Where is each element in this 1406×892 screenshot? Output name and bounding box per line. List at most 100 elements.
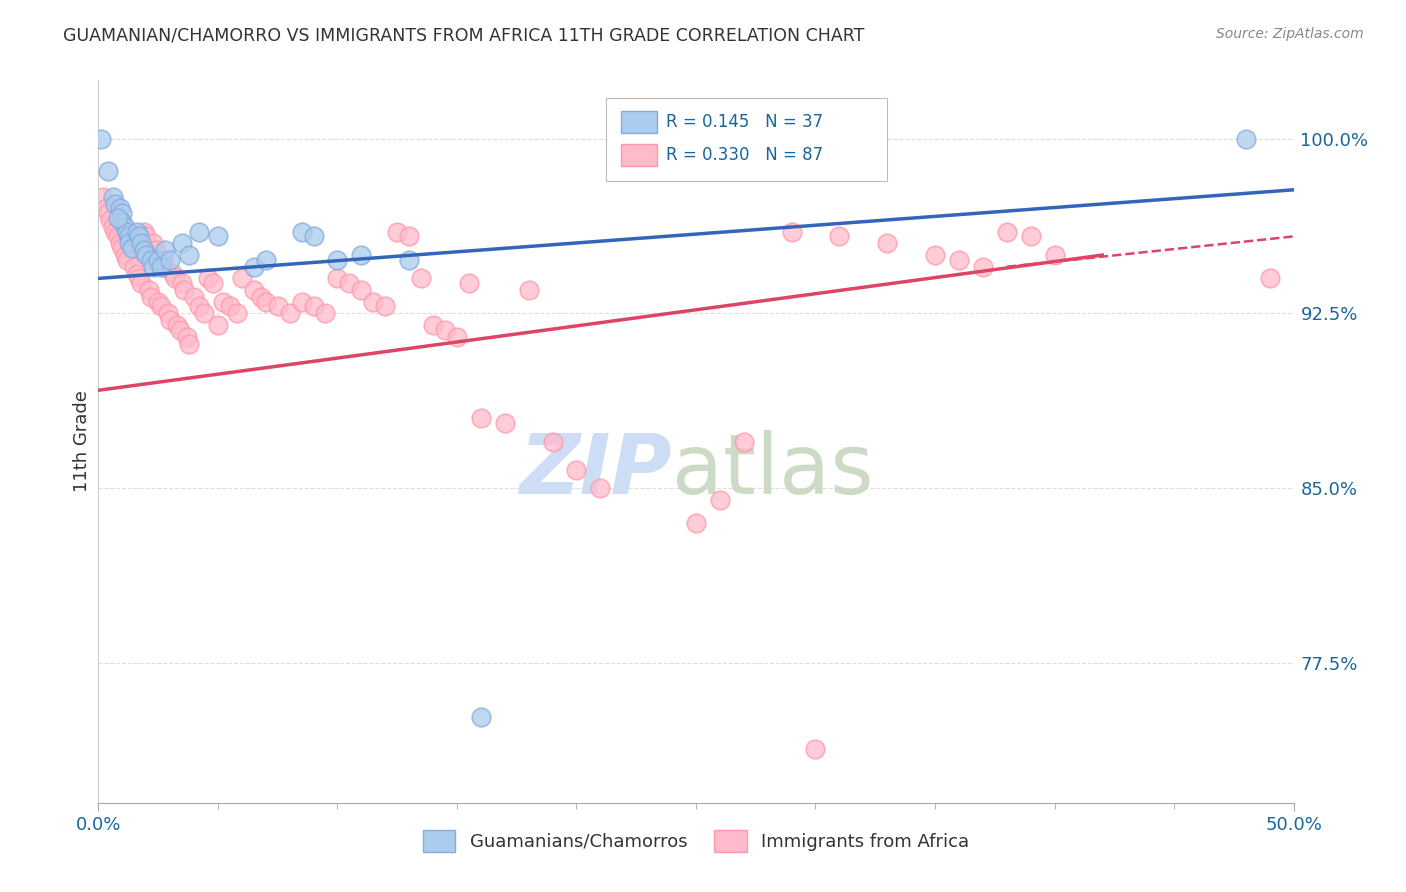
Point <box>197 271 219 285</box>
Point <box>291 225 314 239</box>
Point <box>155 244 177 258</box>
Point <box>111 206 134 220</box>
Point <box>250 290 273 304</box>
Point <box>108 236 131 251</box>
Point <box>219 299 242 313</box>
Point <box>243 283 266 297</box>
Point <box>118 229 141 244</box>
Point <box>326 252 349 267</box>
Point <box>169 323 191 337</box>
Point <box>156 306 179 320</box>
Point <box>876 236 898 251</box>
Text: atlas: atlas <box>672 430 873 511</box>
Point <box>398 229 420 244</box>
Point <box>162 267 184 281</box>
Point <box>101 220 124 235</box>
Point <box>131 276 153 290</box>
Point <box>155 260 177 274</box>
Point <box>972 260 994 274</box>
Point <box>1043 248 1066 262</box>
Point <box>94 202 117 216</box>
Point <box>115 252 138 267</box>
Point <box>90 131 112 145</box>
Point <box>145 244 167 258</box>
Legend: Guamanians/Chamorros, Immigrants from Africa: Guamanians/Chamorros, Immigrants from Af… <box>415 822 977 859</box>
Point <box>411 271 433 285</box>
Point <box>685 516 707 530</box>
Text: GUAMANIAN/CHAMORRO VS IMMIGRANTS FROM AFRICA 11TH GRADE CORRELATION CHART: GUAMANIAN/CHAMORRO VS IMMIGRANTS FROM AF… <box>63 27 865 45</box>
Point <box>339 276 361 290</box>
Text: R = 0.145   N = 37: R = 0.145 N = 37 <box>666 113 824 131</box>
Point <box>97 164 120 178</box>
Point <box>422 318 444 332</box>
Point <box>114 220 136 235</box>
Point <box>152 252 174 267</box>
Point <box>267 299 290 313</box>
Point <box>132 244 155 258</box>
Point <box>187 299 209 313</box>
Point <box>291 294 314 309</box>
Point <box>350 283 373 297</box>
Point <box>709 492 731 507</box>
Point <box>142 260 165 274</box>
Point <box>108 202 131 216</box>
Point <box>1234 131 1257 145</box>
Point <box>132 225 155 239</box>
Point <box>995 225 1018 239</box>
Point <box>148 252 170 267</box>
Point <box>121 241 143 255</box>
Point <box>350 248 373 262</box>
Point <box>135 248 157 262</box>
Point <box>104 196 127 211</box>
Point <box>135 229 157 244</box>
Point <box>458 276 481 290</box>
Point <box>139 290 162 304</box>
Point <box>733 434 755 449</box>
Point <box>166 318 188 332</box>
Point <box>172 276 194 290</box>
Point <box>517 283 540 297</box>
Point <box>159 313 181 327</box>
Point <box>804 742 827 756</box>
Point <box>138 283 160 297</box>
Point <box>470 411 492 425</box>
Point <box>446 329 468 343</box>
Point <box>128 271 150 285</box>
FancyBboxPatch shape <box>606 98 887 181</box>
Point <box>173 283 195 297</box>
Point <box>125 267 148 281</box>
Y-axis label: 11th Grade: 11th Grade <box>73 391 91 492</box>
Point <box>226 306 249 320</box>
Point <box>98 213 122 227</box>
Point <box>97 206 120 220</box>
Point <box>202 276 225 290</box>
Point <box>828 229 851 244</box>
Point <box>589 481 612 495</box>
Point <box>128 229 150 244</box>
Point <box>278 306 301 320</box>
Point <box>948 252 970 267</box>
Point <box>148 294 170 309</box>
Point <box>172 236 194 251</box>
Point <box>363 294 385 309</box>
Point <box>111 241 134 255</box>
Point <box>187 225 209 239</box>
Point <box>142 236 165 251</box>
Point <box>121 229 143 244</box>
Point <box>101 190 124 204</box>
Point <box>114 248 136 262</box>
Point <box>159 252 181 267</box>
Point <box>254 252 277 267</box>
Point <box>207 318 229 332</box>
Point <box>118 236 141 251</box>
Point <box>91 190 114 204</box>
Point <box>398 252 420 267</box>
Point <box>254 294 277 309</box>
Point <box>374 299 396 313</box>
Point <box>107 211 129 225</box>
Point <box>302 299 325 313</box>
Point <box>924 248 946 262</box>
Point <box>131 236 153 251</box>
Point <box>243 260 266 274</box>
Point <box>107 229 129 244</box>
